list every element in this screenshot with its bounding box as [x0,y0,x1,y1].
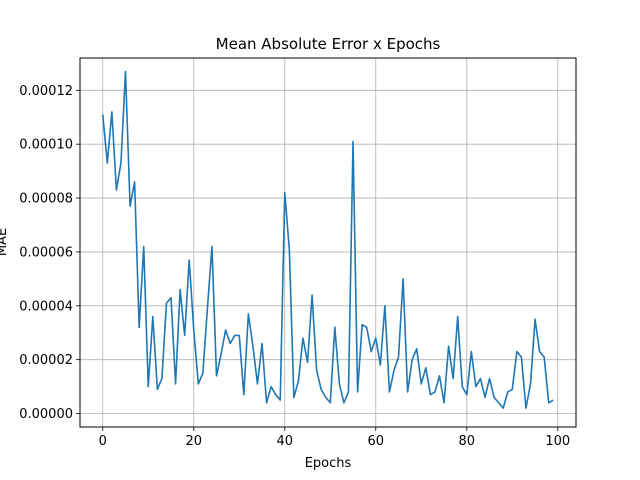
y-tick-label: 0.00004 [19,299,73,314]
plot-frame [79,57,577,428]
x-tick-label: 20 [185,434,202,449]
gridlines [80,58,576,427]
x-tick-label: 100 [545,434,570,449]
y-axis-label: MAE [0,228,10,256]
data-series [101,70,554,409]
y-tick-label: 0.00002 [19,353,73,368]
y-axis-ticks: 0.00000 0.00002 0.00004 0.00006 0.00008 0.000… [19,84,80,422]
x-tick-label: 80 [459,434,476,449]
y-tick-label: 0.00010 [19,138,73,153]
y-tick-label: 0.00006 [19,245,73,260]
y-tick-label: 0.00008 [19,192,73,207]
x-axis-ticks: 0 20 40 60 80 100 [99,427,570,449]
chart-title: Mean Absolute Error x Epochs [216,35,441,53]
x-tick-label: 0 [99,434,107,449]
series-line [101,70,554,409]
x-tick-label: 40 [276,434,293,449]
x-axis-label: Epochs [305,456,352,471]
x-tick-label: 60 [368,434,385,449]
y-tick-label: 0.00012 [19,84,73,99]
y-tick-label: 0.00000 [19,407,73,422]
